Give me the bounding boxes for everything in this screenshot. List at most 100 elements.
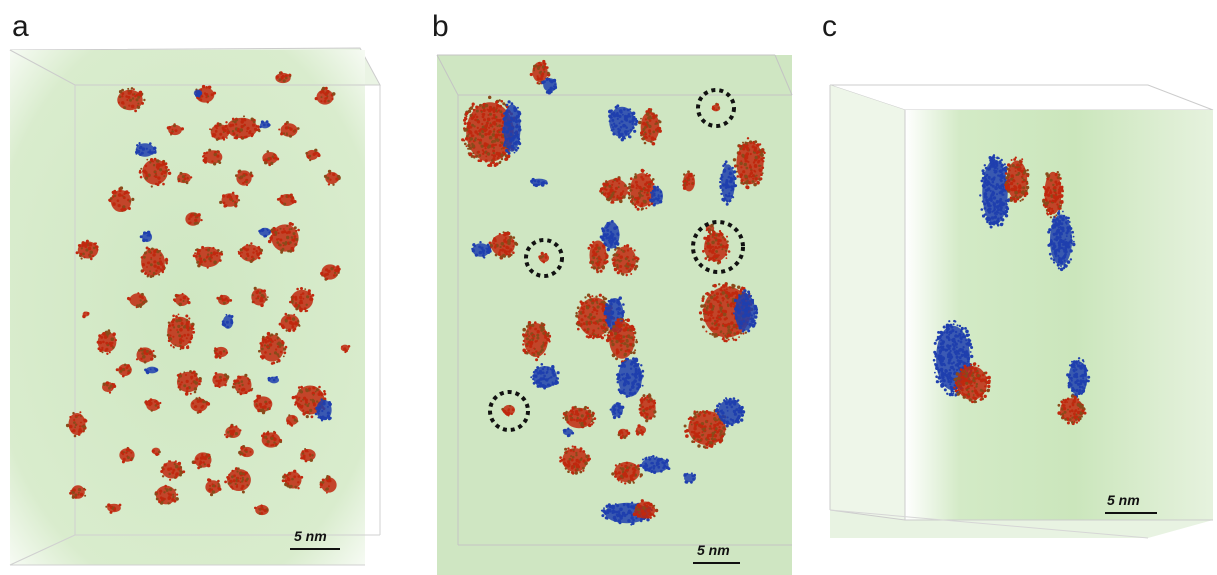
cluster-a-60 [261, 430, 283, 448]
cluster-b-34 [562, 405, 597, 429]
cluster-a-23 [139, 230, 153, 243]
cluster-a-10 [166, 123, 184, 136]
cluster-b-8 [732, 137, 766, 190]
scale-bar-c-label: 5 nm [1107, 492, 1140, 508]
cluster-a-63 [191, 452, 212, 470]
cluster-a-71 [69, 485, 87, 499]
cluster-a-57 [286, 414, 299, 427]
cluster-a-16 [177, 171, 193, 185]
cluster-b-35 [562, 427, 575, 438]
cluster-a-50 [267, 376, 280, 384]
cluster-a-41 [135, 347, 157, 364]
cluster-a-38 [278, 312, 301, 333]
cluster-a-66 [160, 460, 186, 481]
cluster-b-31 [638, 393, 657, 423]
cluster-b-14 [530, 177, 548, 188]
cluster-a-39 [166, 313, 196, 351]
cluster-b-45 [632, 499, 659, 519]
highlight-circles [488, 88, 745, 432]
cluster-c-7 [1066, 357, 1091, 399]
cluster-b-20 [538, 251, 550, 264]
cluster-a-65 [300, 448, 316, 463]
cluster-b-13 [649, 185, 663, 207]
cluster-b-1 [461, 95, 519, 167]
cluster-b-28 [530, 363, 560, 390]
cluster-a-52 [314, 398, 332, 422]
cluster-c-4 [1047, 210, 1076, 272]
scale-bar-b-label: 5 nm [697, 542, 730, 558]
cluster-a-14 [262, 150, 280, 167]
cluster-b-39 [617, 428, 631, 440]
cluster-a-32 [173, 292, 191, 307]
panel-c-volume [829, 84, 1214, 539]
cluster-c-6 [953, 362, 991, 404]
cluster-a-44 [340, 344, 351, 354]
cluster-a-53 [102, 381, 117, 394]
cluster-b-32 [609, 402, 625, 420]
cluster-c-3 [1042, 171, 1065, 219]
cluster-a-4 [314, 86, 336, 105]
cluster-a-6 [224, 115, 261, 140]
cluster-a-25 [258, 227, 271, 238]
cluster-a-43 [213, 346, 229, 359]
cluster-a-17 [235, 169, 254, 187]
panel-label-a: a [12, 10, 29, 43]
cluster-a-20 [219, 191, 241, 208]
cluster-a-37 [82, 311, 90, 319]
cluster-a-42 [258, 331, 288, 365]
cluster-b-16 [587, 240, 609, 274]
cluster-b-43 [683, 472, 696, 484]
cluster-b-19 [471, 241, 492, 259]
cluster-b-21 [702, 229, 731, 265]
cluster-b-9 [719, 160, 738, 206]
cluster-a-73 [254, 504, 269, 516]
cluster-a-72 [154, 484, 179, 505]
cluster-a-33 [216, 294, 233, 306]
cluster-a-11 [135, 142, 157, 157]
cluster-a-36 [221, 313, 234, 329]
cluster-a-13 [202, 148, 223, 166]
cluster-b-17 [611, 244, 640, 277]
cluster-b-7 [711, 102, 721, 112]
cluster-a-59 [224, 423, 242, 439]
scale-bar-b: 5 nm [693, 542, 740, 564]
cluster-a-5 [193, 89, 203, 98]
cluster-c-2 [1004, 156, 1030, 203]
cluster-b-36 [683, 409, 729, 449]
cluster-a-58 [65, 411, 88, 438]
cluster-b-4 [541, 77, 558, 95]
cluster-a-46 [144, 366, 159, 375]
scale-bar-c: 5 nm [1105, 492, 1157, 514]
cluster-a-18 [323, 169, 341, 186]
cluster-b-38 [635, 424, 647, 436]
cluster-a-34 [251, 286, 269, 308]
cluster-a-8 [278, 120, 300, 138]
cluster-a-35 [289, 287, 315, 313]
cluster-a-7 [209, 122, 231, 141]
cluster-a-67 [224, 467, 251, 494]
cluster-b-6 [638, 108, 662, 146]
cluster-b-18 [488, 231, 519, 260]
cluster-a-40 [96, 329, 117, 355]
cluster-a-9 [259, 120, 271, 129]
cluster-a-69 [319, 475, 337, 494]
cluster-c-8 [1057, 394, 1087, 426]
cluster-a-74 [105, 503, 122, 514]
cluster-b-42 [639, 455, 671, 474]
cluster-b-37 [714, 397, 746, 428]
cluster-b-30 [615, 357, 645, 398]
scale-bar-a-label: 5 nm [294, 528, 327, 544]
panel-label-c: c [822, 10, 837, 43]
cluster-a-48 [212, 372, 230, 389]
cluster-b-40 [559, 445, 591, 475]
cluster-a-61 [119, 446, 135, 464]
cluster-a-70 [205, 478, 222, 497]
cluster-a-12 [138, 157, 172, 188]
cluster-b-27 [522, 321, 552, 362]
cluster-a-30 [320, 264, 341, 281]
cluster-a-45 [115, 363, 132, 378]
cluster-a-47 [176, 370, 202, 396]
cluster-a-21 [276, 193, 297, 206]
cluster-a-15 [305, 148, 321, 162]
